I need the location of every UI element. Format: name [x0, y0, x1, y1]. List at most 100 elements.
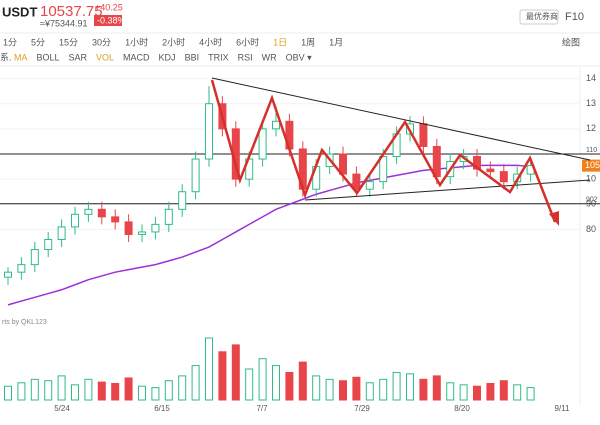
- volume-bar: [526, 387, 535, 401]
- candle-body: [205, 103, 213, 160]
- volume-bar: [365, 382, 374, 401]
- volume-bar: [71, 384, 79, 401]
- candle-body: [178, 191, 187, 210]
- indicator-tab[interactable]: WR: [262, 52, 277, 62]
- x-tick-label: 6/15: [154, 404, 170, 413]
- volume-bar: [111, 382, 120, 401]
- cny: ≈¥75344.91: [40, 18, 87, 28]
- period-tab[interactable]: 1小时: [125, 36, 148, 47]
- annotations: [210, 77, 591, 226]
- ma-line: [7, 164, 531, 306]
- volume-bar: [352, 376, 361, 401]
- volume-bar: [205, 337, 213, 401]
- volume-bar: [419, 378, 428, 401]
- candle-body: [486, 168, 495, 173]
- draw-button[interactable]: 绘图: [562, 36, 580, 47]
- x-tick-label: 7/7: [256, 404, 268, 413]
- volume-bar: [513, 384, 522, 401]
- zigzag: [210, 79, 557, 223]
- volume-bar: [231, 344, 240, 401]
- pct-badge: [94, 15, 122, 26]
- candle-body: [124, 221, 133, 235]
- volume-bar: [218, 351, 227, 401]
- f10[interactable]: F10: [565, 11, 584, 23]
- period-tab[interactable]: 1周: [301, 37, 315, 47]
- candle-body: [71, 213, 79, 228]
- volume-bar: [191, 365, 200, 401]
- candle-body: [111, 216, 120, 223]
- volume-bar: [339, 380, 347, 401]
- change: +40.25: [95, 2, 123, 12]
- period-tab[interactable]: 1分: [3, 37, 17, 47]
- volume-bar: [258, 358, 267, 401]
- volume-bar: [57, 375, 66, 401]
- candle-body: [30, 249, 39, 266]
- price: 10537.75: [40, 3, 103, 20]
- button-label[interactable]: 最优券商: [526, 11, 558, 21]
- hline-label: 110: [586, 147, 597, 154]
- indicator-tab[interactable]: RSI: [238, 52, 253, 62]
- candle-body: [4, 271, 12, 278]
- candle-body: [272, 120, 280, 130]
- x-tick-label: 7/29: [354, 404, 370, 413]
- volume-bar: [459, 384, 468, 401]
- volume-bar: [17, 382, 26, 401]
- volume-bar: [164, 380, 173, 401]
- indicator-tab[interactable]: VOL: [96, 52, 114, 62]
- indicator-tab[interactable]: MACD: [123, 52, 150, 62]
- indicator-tab[interactable]: OBV ▾: [286, 52, 313, 62]
- candle-body: [97, 208, 106, 218]
- hline-label: 902: [586, 197, 598, 204]
- period-tab[interactable]: 30分: [92, 37, 111, 47]
- indicator-tab[interactable]: BBI: [185, 52, 200, 62]
- volume-bar: [406, 373, 414, 401]
- x-tick-label: 5/24: [54, 404, 70, 413]
- volume-bar: [30, 378, 39, 401]
- volume-bar: [124, 377, 133, 401]
- volume-bar: [44, 380, 53, 401]
- indicator-tab[interactable]: BOLL: [37, 52, 60, 62]
- candle-body: [419, 123, 428, 147]
- candle-body: [365, 181, 374, 190]
- trend-line: [211, 77, 591, 161]
- volume-bar: [473, 385, 481, 401]
- volume-bar: [151, 387, 160, 401]
- period-tab[interactable]: 1日: [273, 37, 287, 47]
- indicator-tab[interactable]: TRIX: [208, 52, 229, 62]
- period-tab[interactable]: 5分: [31, 37, 45, 47]
- candle-body: [379, 156, 388, 183]
- y-tick-label: 10: [586, 174, 596, 184]
- last-tag-label: 105: [585, 160, 600, 170]
- button[interactable]: [519, 9, 559, 25]
- period-tab[interactable]: 6小时: [236, 36, 259, 47]
- x-tick-label: 9/11: [555, 404, 571, 413]
- last-tag: [582, 159, 600, 172]
- volume-bar: [392, 371, 401, 401]
- candle-body: [151, 223, 160, 233]
- volume-bar: [499, 380, 508, 401]
- candle-body: [84, 208, 93, 215]
- volume-bar: [325, 378, 334, 401]
- volume-bar: [138, 385, 146, 401]
- candle-body: [164, 208, 173, 225]
- period-tab[interactable]: 1月: [329, 37, 343, 47]
- candle-body: [258, 128, 267, 160]
- volume-bar: [4, 385, 12, 401]
- volume-bar: [432, 375, 441, 401]
- indicator-tab[interactable]: KDJ: [159, 52, 176, 62]
- volume-bar: [272, 365, 280, 401]
- candle-body: [138, 231, 146, 235]
- y-tick-label: 12: [586, 123, 596, 133]
- indicator-tab[interactable]: SAR: [69, 52, 88, 62]
- volume-bar: [446, 382, 455, 401]
- volume-bar: [285, 371, 294, 401]
- candle-body: [44, 238, 53, 251]
- indicator-tab[interactable]: MA: [14, 52, 28, 62]
- period-tab[interactable]: 2小时: [162, 36, 185, 47]
- period-tab[interactable]: 4小时: [199, 36, 222, 47]
- candle-body: [17, 264, 26, 273]
- period-tab[interactable]: 15分: [59, 37, 78, 47]
- watermark: rts by QKL123: [2, 319, 47, 326]
